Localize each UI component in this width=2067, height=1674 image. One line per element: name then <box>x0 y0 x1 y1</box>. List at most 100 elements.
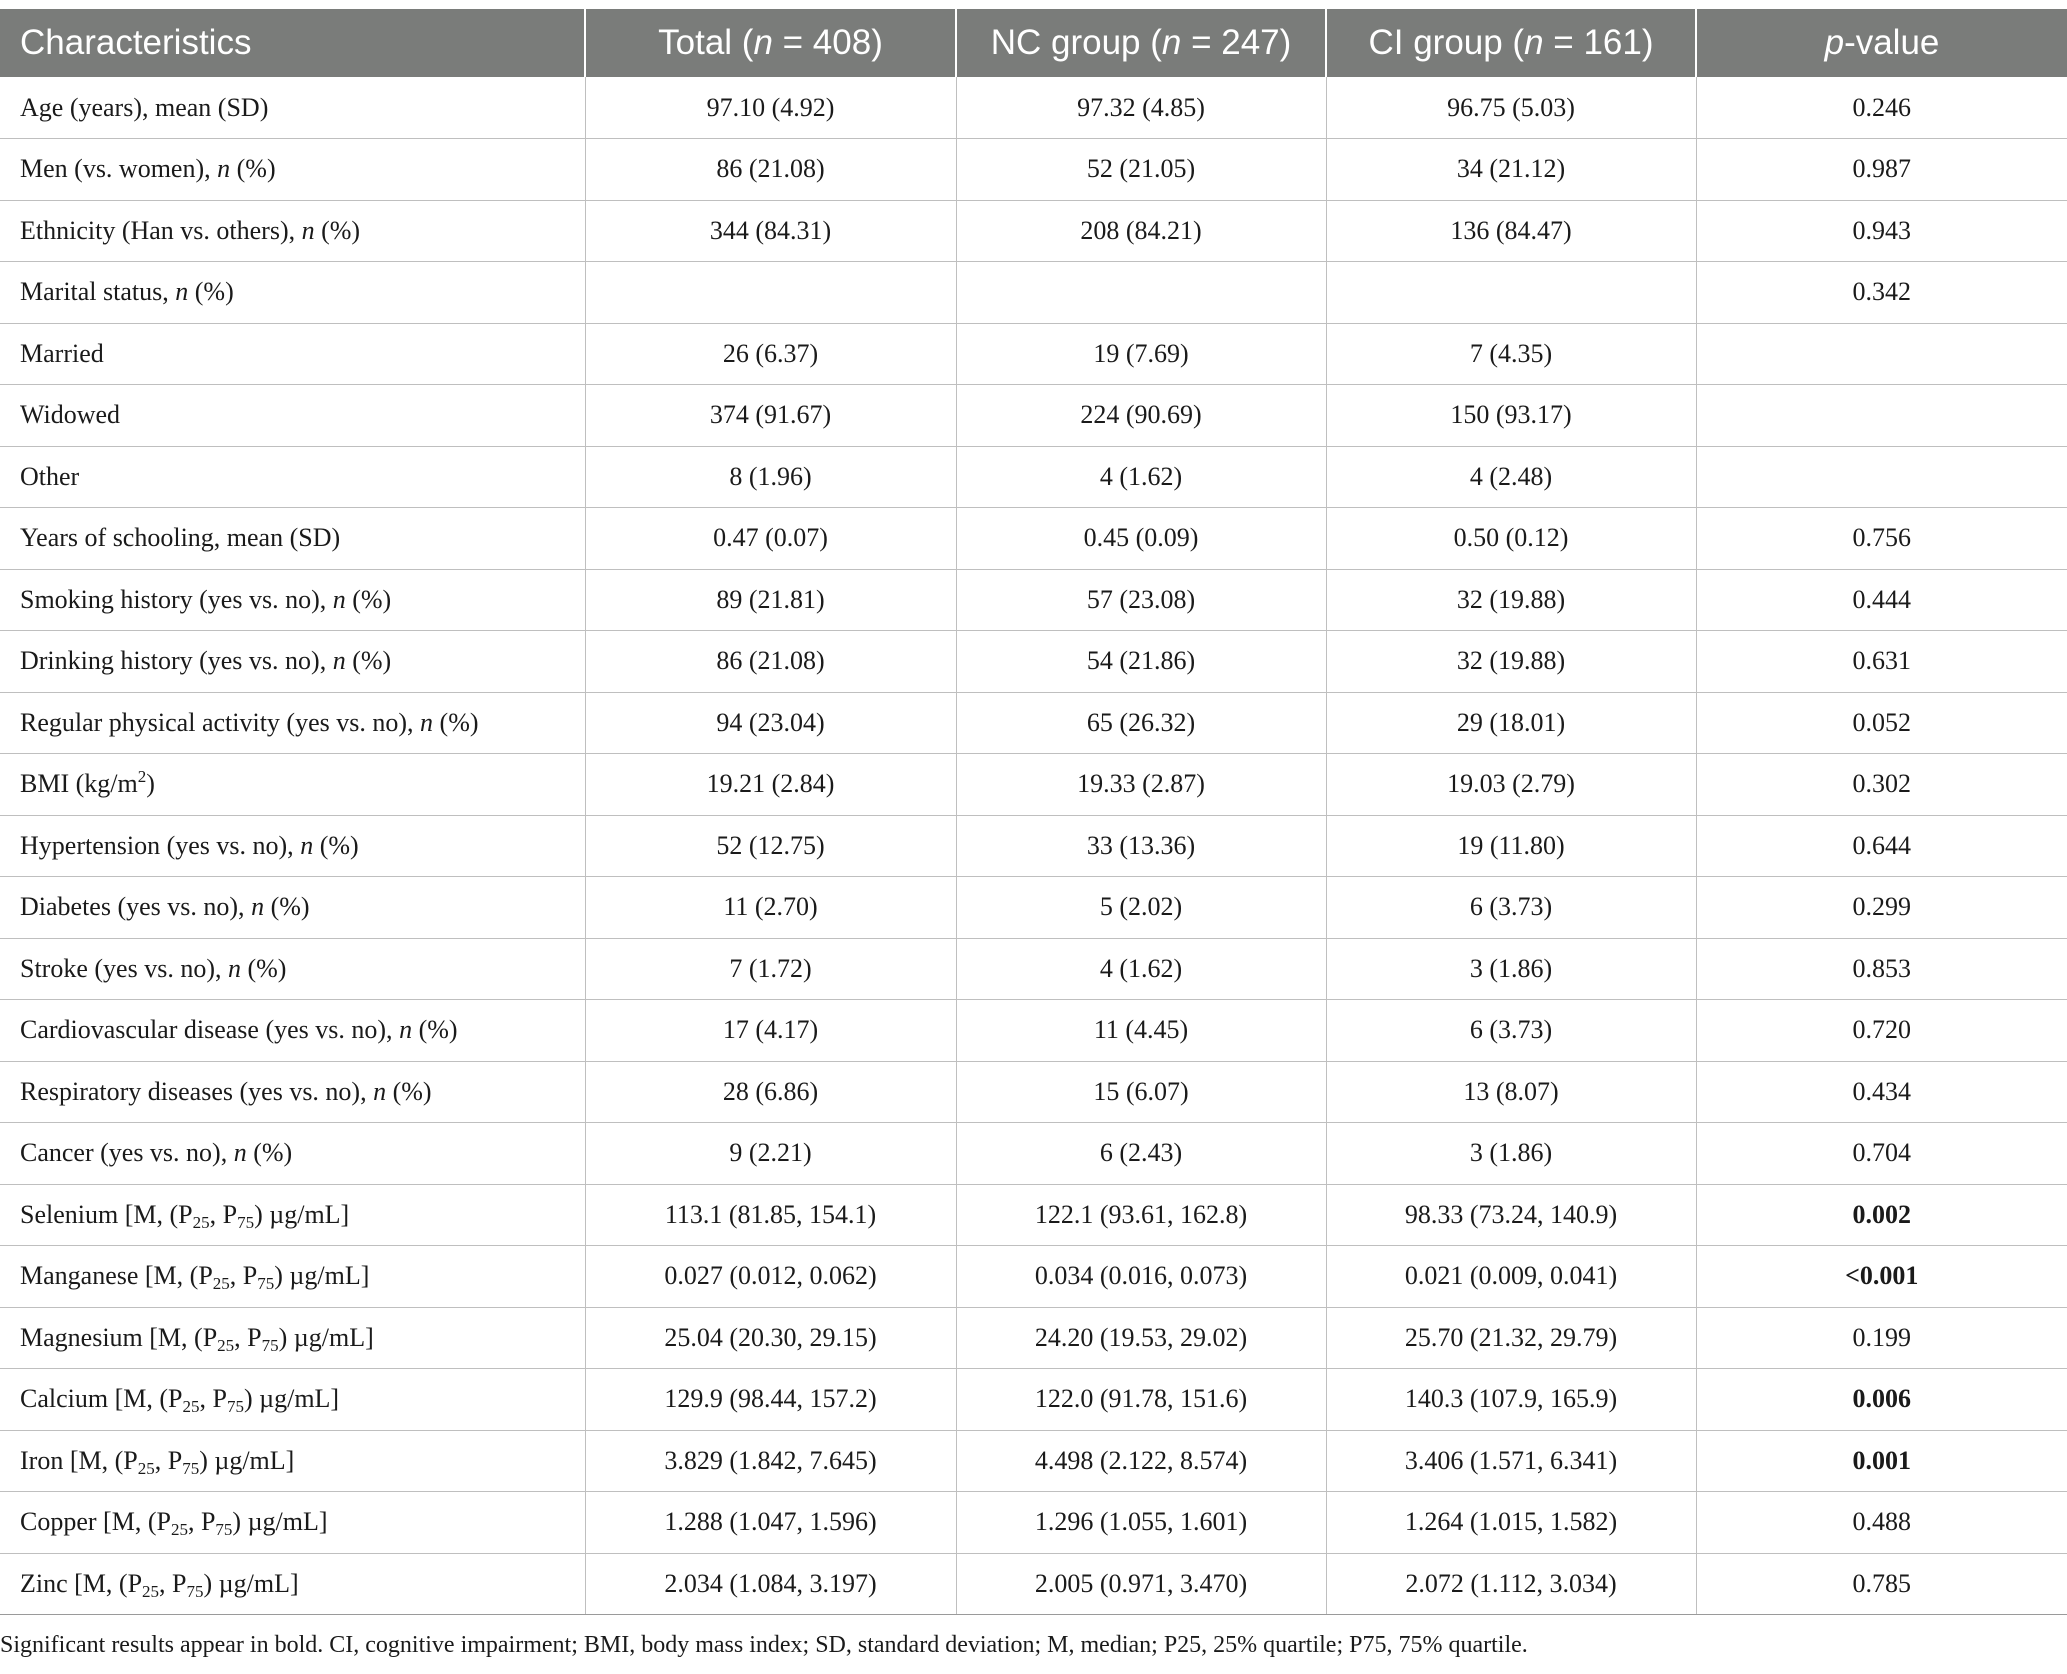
cell-nc-group <box>956 261 1327 324</box>
cell-p-value: 0.302 <box>1696 753 2067 816</box>
cell-nc-group: 0.034 (0.016, 0.073) <box>956 1245 1327 1308</box>
row-label: Zinc [M, (P25, P75) µg/mL] <box>0 1553 586 1615</box>
cell-nc-group: 24.20 (19.53, 29.02) <box>956 1307 1327 1369</box>
table-row: Respiratory diseases (yes vs. no), n (%)… <box>0 1061 2067 1123</box>
cell-ci-group: 13 (8.07) <box>1326 1061 1697 1123</box>
cell-total: 9 (2.21) <box>585 1122 957 1185</box>
row-label: Years of schooling, mean (SD) <box>0 507 586 570</box>
cell-p-value: 0.342 <box>1696 261 2067 324</box>
table-row: Hypertension (yes vs. no), n (%) 52 (12.7… <box>0 815 2067 877</box>
cell-ci-group: 34 (21.12) <box>1326 138 1697 201</box>
row-label: Cancer (yes vs. no), n (%) <box>0 1122 586 1185</box>
table-row: Calcium [M, (P25, P75) µg/mL] 129.9 (98.4… <box>0 1368 2067 1431</box>
header-nc-group: NC group (n = 247) <box>956 9 1327 77</box>
cell-nc-group: 0.45 (0.09) <box>956 507 1327 570</box>
cell-total: 97.10 (4.92) <box>585 77 957 139</box>
table-row: Other 8 (1.96) 4 (1.62) 4 (2.48) <box>0 446 2067 508</box>
row-label: Copper [M, (P25, P75) µg/mL] <box>0 1491 586 1554</box>
cell-total: 86 (21.08) <box>585 630 957 693</box>
cell-p-value: 0.631 <box>1696 630 2067 693</box>
cell-p-value: 0.006 <box>1696 1368 2067 1431</box>
row-label: Men (vs. women), n (%) <box>0 138 586 201</box>
cell-ci-group: 4 (2.48) <box>1326 446 1697 508</box>
cell-ci-group: 3 (1.86) <box>1326 1122 1697 1185</box>
row-label: Widowed <box>0 384 586 447</box>
cell-nc-group: 5 (2.02) <box>956 876 1327 939</box>
row-label: Manganese [M, (P25, P75) µg/mL] <box>0 1245 586 1308</box>
cell-nc-group: 97.32 (4.85) <box>956 77 1327 139</box>
table-row: Diabetes (yes vs. no), n (%) 11 (2.70) 5 (… <box>0 876 2067 939</box>
cell-ci-group: 1.264 (1.015, 1.582) <box>1326 1491 1697 1554</box>
row-label: Selenium [M, (P25, P75) µg/mL] <box>0 1184 586 1246</box>
cell-total: 25.04 (20.30, 29.15) <box>585 1307 957 1369</box>
cell-ci-group: 19.03 (2.79) <box>1326 753 1697 816</box>
cell-nc-group: 57 (23.08) <box>956 569 1327 631</box>
cell-ci-group: 150 (93.17) <box>1326 384 1697 447</box>
row-label: Age (years), mean (SD) <box>0 77 586 139</box>
header-ci-group: CI group (n = 161) <box>1326 9 1697 77</box>
cell-ci-group: 6 (3.73) <box>1326 999 1697 1062</box>
cell-p-value: 0.299 <box>1696 876 2067 939</box>
row-label: Smoking history (yes vs. no), n (%) <box>0 569 586 631</box>
cell-p-value: 0.943 <box>1696 200 2067 262</box>
row-label: Magnesium [M, (P25, P75) µg/mL] <box>0 1307 586 1369</box>
cell-total: 28 (6.86) <box>585 1061 957 1123</box>
cell-ci-group: 32 (19.88) <box>1326 630 1697 693</box>
cell-total: 17 (4.17) <box>585 999 957 1062</box>
cell-p-value: 0.785 <box>1696 1553 2067 1615</box>
cell-total: 3.829 (1.842, 7.645) <box>585 1430 957 1492</box>
table-row: Cancer (yes vs. no), n (%) 9 (2.21) 6 (2.4… <box>0 1122 2067 1185</box>
header-p-value: p-value <box>1824 23 1940 62</box>
cell-nc-group: 4 (1.62) <box>956 446 1327 508</box>
row-label: Calcium [M, (P25, P75) µg/mL] <box>0 1368 586 1431</box>
cell-nc-group: 19 (7.69) <box>956 323 1327 385</box>
cell-p-value: 0.853 <box>1696 938 2067 1000</box>
cell-nc-group: 65 (26.32) <box>956 692 1327 754</box>
cell-total: 8 (1.96) <box>585 446 957 508</box>
cell-total: 11 (2.70) <box>585 876 957 939</box>
cell-p-value: 0.987 <box>1696 138 2067 201</box>
cell-ci-group: 96.75 (5.03) <box>1326 77 1697 139</box>
row-label: Other <box>0 446 586 508</box>
cell-nc-group: 224 (90.69) <box>956 384 1327 447</box>
cell-p-value: 0.644 <box>1696 815 2067 877</box>
cell-total: 113.1 (81.85, 154.1) <box>585 1184 957 1246</box>
table-row: Cardiovascular disease (yes vs. no), n (… <box>0 999 2067 1062</box>
cell-nc-group: 15 (6.07) <box>956 1061 1327 1123</box>
cell-ci-group <box>1326 261 1697 324</box>
cell-p-value: 0.720 <box>1696 999 2067 1062</box>
row-label: Regular physical activity (yes vs. no), … <box>0 692 586 754</box>
table-header-row: Characteristics Total (n = 408) NC group… <box>0 9 2067 77</box>
cell-ci-group: 136 (84.47) <box>1326 200 1697 262</box>
cell-p-value: 0.002 <box>1696 1184 2067 1246</box>
row-label: BMI (kg/m2) <box>0 753 586 816</box>
cell-total: 26 (6.37) <box>585 323 957 385</box>
cell-total: 374 (91.67) <box>585 384 957 447</box>
table-row: Copper [M, (P25, P75) µg/mL] 1.288 (1.047… <box>0 1491 2067 1554</box>
row-label: Diabetes (yes vs. no), n (%) <box>0 876 586 939</box>
cell-nc-group: 6 (2.43) <box>956 1122 1327 1185</box>
table-row: Drinking history (yes vs. no), n (%) 86 (… <box>0 630 2067 693</box>
cell-ci-group: 25.70 (21.32, 29.79) <box>1326 1307 1697 1369</box>
cell-nc-group: 33 (13.36) <box>956 815 1327 877</box>
cell-nc-group: 1.296 (1.055, 1.601) <box>956 1491 1327 1554</box>
cell-nc-group: 208 (84.21) <box>956 200 1327 262</box>
cell-total: 7 (1.72) <box>585 938 957 1000</box>
cell-nc-group: 52 (21.05) <box>956 138 1327 201</box>
cell-p-value: 0.756 <box>1696 507 2067 570</box>
table-row: Magnesium [M, (P25, P75) µg/mL] 25.04 (20… <box>0 1307 2067 1369</box>
cell-ci-group: 140.3 (107.9, 165.9) <box>1326 1368 1697 1431</box>
table-row: Stroke (yes vs. no), n (%) 7 (1.72) 4 (1.6… <box>0 938 2067 1000</box>
table-row: Iron [M, (P25, P75) µg/mL] 3.829 (1.842, … <box>0 1430 2067 1492</box>
header-total: Total (n = 408) <box>585 9 957 77</box>
cell-nc-group: 2.005 (0.971, 3.470) <box>956 1553 1327 1615</box>
cell-total: 344 (84.31) <box>585 200 957 262</box>
cell-total: 129.9 (98.44, 157.2) <box>585 1368 957 1431</box>
row-label: Ethnicity (Han vs. others), n (%) <box>0 200 586 262</box>
row-label: Respiratory diseases (yes vs. no), n (%) <box>0 1061 586 1123</box>
table-row: Selenium [M, (P25, P75) µg/mL] 113.1 (81.… <box>0 1184 2067 1246</box>
table-row: Married 26 (6.37) 19 (7.69) 7 (4.35) <box>0 323 2067 385</box>
cell-nc-group: 122.1 (93.61, 162.8) <box>956 1184 1327 1246</box>
characteristics-table: Characteristics Total (n = 408) NC group… <box>0 9 2067 1615</box>
cell-total: 52 (12.75) <box>585 815 957 877</box>
